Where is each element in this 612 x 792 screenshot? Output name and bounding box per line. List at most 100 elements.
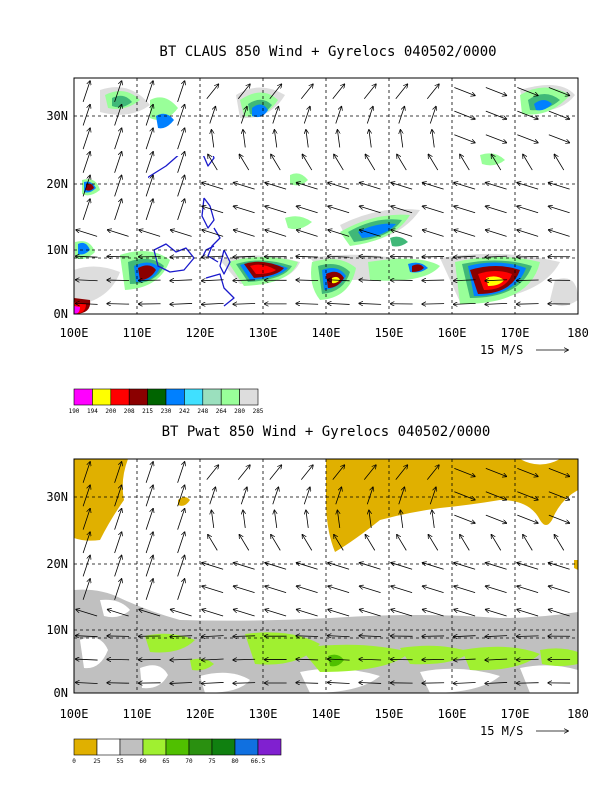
bottom-y-tick: 30N <box>46 490 68 504</box>
colorbar-label: 80 <box>231 758 239 765</box>
bottom-ref-vector-label: 15 M/S <box>480 724 523 738</box>
wind-vector <box>114 509 122 530</box>
wind-vector <box>454 586 476 594</box>
wind-vector <box>269 84 282 100</box>
wind-vector <box>296 256 319 257</box>
wind-vector <box>177 579 185 600</box>
wind-vector <box>454 183 476 190</box>
wind-vector <box>554 535 565 551</box>
wind-vector <box>211 510 213 528</box>
wind-vector <box>328 682 350 683</box>
wind-vector <box>328 280 350 281</box>
top-x-tick: 180 <box>567 326 589 340</box>
wind-vector <box>454 514 475 523</box>
wind-vector <box>485 256 508 257</box>
wind-vector <box>328 659 350 660</box>
wind-vector <box>360 586 381 594</box>
wind-vector <box>328 256 350 257</box>
wind-vector <box>491 535 502 551</box>
wind-vector <box>485 87 507 95</box>
wind-vector <box>243 510 245 528</box>
wind-vector <box>114 152 122 173</box>
wind-vector <box>170 303 193 304</box>
top-grid <box>74 78 578 314</box>
wind-vector <box>328 206 350 214</box>
bottom-x-axis: 100E 110E 120E 130E 140E 150E 160E 170E … <box>60 707 589 721</box>
wind-vector <box>517 586 539 594</box>
wind-vector <box>337 510 339 528</box>
wind-vector <box>271 535 281 551</box>
wind-vector <box>145 81 153 103</box>
wind-vector <box>328 563 350 570</box>
wind-vector <box>454 659 476 660</box>
wind-vector <box>234 206 255 214</box>
bottom-y-axis: 0N 10N 20N 30N <box>46 490 68 700</box>
wind-vector <box>432 510 434 528</box>
wind-vector <box>306 510 308 528</box>
wind-vector <box>454 682 476 683</box>
wind-vector <box>145 556 153 577</box>
wind-vector <box>265 609 287 617</box>
wind-vector <box>202 586 224 594</box>
wind-vector <box>517 134 538 143</box>
wind-vector <box>554 154 565 171</box>
wind-vector <box>202 230 224 237</box>
wind-vector <box>486 206 507 214</box>
wind-vector <box>177 462 185 483</box>
wind-vector <box>517 468 538 476</box>
wind-vector <box>202 206 224 214</box>
wind-vector <box>523 154 533 171</box>
colorbar-label: 242 <box>179 408 190 415</box>
colorbar-label: 55 <box>116 758 124 765</box>
wind-vector <box>265 206 287 214</box>
wind-vector <box>206 84 219 100</box>
colorbar-swatch <box>211 738 236 756</box>
wind-vector <box>171 609 192 617</box>
wind-vector <box>454 230 476 237</box>
wind-vector <box>76 303 98 304</box>
wind-vector <box>145 128 153 150</box>
wind-vector <box>202 183 224 190</box>
wind-vector <box>485 468 507 476</box>
bottom-y-tick: 20N <box>46 557 68 571</box>
wind-vector <box>177 532 185 554</box>
wind-vector <box>454 134 475 143</box>
wind-vector <box>206 465 219 480</box>
colorbar-label: 0 <box>72 758 76 765</box>
wind-vector <box>208 535 218 551</box>
wind-vector <box>202 563 224 570</box>
wind-vector <box>485 110 507 119</box>
wind-vector <box>274 510 276 528</box>
wind-vector <box>328 636 350 637</box>
wind-vector <box>300 84 313 100</box>
wind-vector <box>485 491 507 500</box>
wind-vector <box>485 134 507 143</box>
wind-vector <box>296 659 319 660</box>
top-x-tick: 140E <box>312 326 341 340</box>
wind-vector <box>549 586 570 594</box>
wind-vector <box>114 199 122 221</box>
wind-vector <box>335 107 342 124</box>
wind-vector <box>297 563 318 570</box>
wind-vector <box>332 84 345 100</box>
wind-vector <box>395 84 408 100</box>
wind-vector <box>360 206 381 214</box>
wind-vector <box>76 256 98 257</box>
wind-vector <box>114 579 122 600</box>
wind-vector <box>365 535 376 551</box>
wind-vector <box>548 87 570 95</box>
wind-vector <box>485 303 508 304</box>
wind-vector <box>332 465 345 480</box>
colorbar-label: 65 <box>162 758 170 765</box>
wind-vector <box>549 230 570 237</box>
wind-vector <box>233 256 256 257</box>
colorbar-label: 70 <box>185 758 193 765</box>
wind-vector <box>76 636 98 637</box>
wind-vector <box>274 130 276 148</box>
wind-vector <box>398 487 405 505</box>
bottom-x-tick: 120E <box>186 707 215 721</box>
top-y-tick: 10N <box>46 243 68 257</box>
wind-vector <box>485 636 508 637</box>
wind-vector <box>391 609 413 617</box>
wind-vector <box>82 105 90 126</box>
